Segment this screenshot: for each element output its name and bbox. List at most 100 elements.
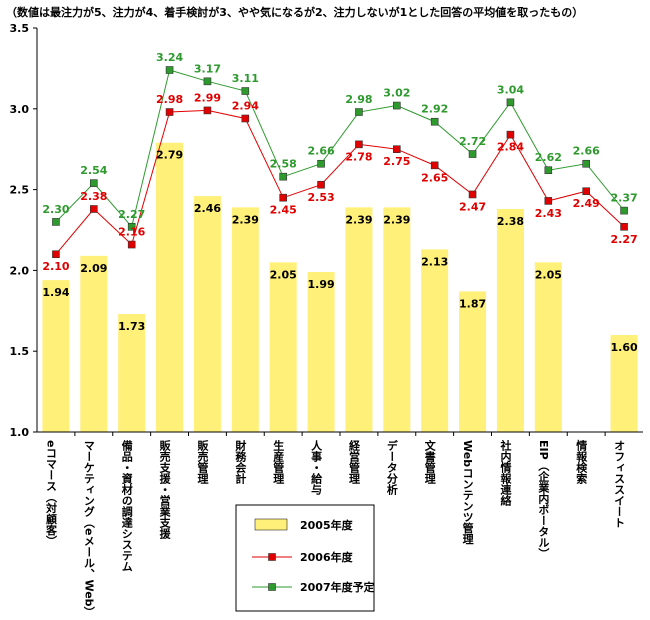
bar-value-label: 2.13 — [421, 255, 448, 268]
category-labels-group: eコマース（対顧客） マーケティング（eメール、Web） 備品・資材の調達システム 販… — [44, 439, 625, 618]
category-label: 生産管理 — [272, 439, 285, 484]
bar — [534, 262, 562, 432]
series-2007-value-label: 2.72 — [459, 135, 486, 148]
series-2007-marker — [393, 101, 401, 110]
category-label: 情報検索 — [575, 439, 588, 485]
category-label: 財務会計 — [234, 439, 248, 485]
y-tick-label: 2.5 — [10, 184, 30, 197]
series-2006-value-label: 2.43 — [535, 207, 562, 220]
bar — [118, 314, 146, 432]
series-2007-value-label: 2.37 — [610, 192, 637, 205]
bar — [269, 262, 297, 432]
category-label: 備品・資材の調達システム — [120, 439, 133, 572]
series-2007-marker — [127, 222, 136, 231]
series-2006-marker — [90, 205, 98, 213]
series-2007-marker — [52, 218, 60, 226]
category-label: eコマース（対顧客） — [44, 440, 58, 546]
bar — [421, 249, 449, 432]
series-2006-value-label: 2.75 — [383, 155, 410, 168]
chart-note: （数値は最注力が5、注力が4、着手検討が3、やや気になるが2、注力しないが1とし… — [6, 6, 584, 19]
y-tick-label: 2.0 — [10, 264, 30, 277]
series-2006-marker — [203, 106, 212, 115]
series-2007-marker — [317, 159, 325, 168]
series-2006-value-label: 2.65 — [421, 171, 448, 184]
series-2007-marker — [355, 108, 363, 116]
series-2007-marker — [544, 166, 553, 175]
bar — [496, 208, 524, 432]
bar-value-label: 1.99 — [307, 278, 334, 291]
bar — [307, 272, 335, 432]
category-label: 販売管理 — [196, 439, 209, 484]
y-tick-label: 1.0 — [10, 426, 30, 439]
y-tick-label: 3.0 — [10, 103, 30, 116]
bar — [231, 207, 259, 432]
series-2007-value-label: 2.66 — [573, 145, 600, 158]
series-2006-marker — [355, 140, 363, 149]
series-2007-marker — [582, 159, 590, 168]
series-2006-value-label: 2.10 — [42, 260, 69, 273]
bar — [193, 196, 221, 432]
bar-value-label: 2.79 — [156, 149, 183, 162]
series-2006-marker — [468, 190, 477, 199]
series-2006-line — [55, 109, 625, 255]
series-2006-marker — [620, 222, 628, 231]
bar-value-label: 1.60 — [610, 341, 637, 354]
series-2006-value-label: 2.53 — [307, 191, 334, 204]
bar-value-label: 2.39 — [383, 213, 410, 226]
series-2006-marker — [279, 193, 287, 202]
series-2006-marker — [52, 250, 60, 259]
series-2007-marker — [279, 172, 287, 181]
category-label: EIP（企業内ポータル） — [537, 440, 551, 559]
series-2007-marker — [203, 77, 212, 86]
category-label: データ分析 — [385, 439, 398, 496]
series-2006-value-label: 2.78 — [345, 150, 372, 163]
series-2007-value-label: 2.58 — [270, 158, 297, 171]
series-2007-marker — [468, 150, 477, 158]
category-label: 経営管理 — [347, 439, 360, 484]
series-2007-value-label: 3.24 — [156, 51, 183, 64]
category-label: 販売支援・営業支援 — [158, 439, 172, 540]
series-2007-value-label: 2.66 — [307, 145, 334, 158]
category-label: オフィススイート — [613, 440, 626, 528]
series-2006-marker — [393, 145, 401, 153]
bar — [345, 207, 373, 432]
bar — [42, 280, 70, 432]
series-2006-value-label: 2.45 — [270, 204, 297, 217]
bar-value-label: 1.73 — [118, 320, 145, 333]
series-2007-value-label: 2.62 — [535, 151, 562, 164]
bar-value-label: 2.39 — [345, 213, 372, 226]
series-2007-marker — [165, 66, 174, 74]
series-2007-value-label: 2.54 — [80, 164, 107, 177]
series-2006-marker — [544, 197, 553, 205]
legend-bar-swatch — [254, 518, 288, 531]
legend-label-2006: 2006年度 — [300, 550, 354, 564]
series-2007-marker — [430, 117, 439, 126]
bar — [80, 255, 108, 432]
series-2006-value-label: 2.27 — [610, 233, 637, 246]
series-2007-value-label: 2.27 — [118, 208, 145, 221]
bar-value-label: 2.46 — [194, 202, 221, 215]
bars-group — [42, 142, 638, 432]
series-2006-value-label: 2.47 — [459, 200, 486, 213]
series-2006-marker — [317, 180, 325, 189]
labels-group: 1.94 2.09 1.73 2.79 2.46 2.39 2.05 1.99 2.39 2.39… — [42, 51, 638, 354]
bar — [383, 207, 411, 432]
series-2006-value-label: 2.94 — [232, 99, 259, 112]
series-2006-marker — [430, 161, 439, 170]
bar — [156, 142, 184, 432]
series-2007-value-label: 2.98 — [345, 93, 372, 106]
y-tick-label: 3.5 — [10, 22, 30, 35]
series-2007-value-label: 2.92 — [421, 103, 448, 116]
legend: 2005年度 2006年度 2007年度予定 — [235, 504, 375, 612]
series-2007-marker — [620, 206, 628, 215]
legend-2006-marker — [268, 553, 276, 561]
series-2006-marker — [165, 108, 174, 116]
series-2007-value-label: 3.04 — [497, 83, 524, 96]
bar-value-label: 2.05 — [535, 268, 562, 281]
series-2007-value-label: 3.17 — [194, 62, 221, 75]
category-label: Webコンテンツ管理 — [461, 440, 474, 544]
series-2007-marker — [90, 179, 98, 187]
series-2006-value-label: 2.98 — [156, 93, 183, 106]
category-label: マーケティング（eメール、Web） — [82, 440, 96, 618]
